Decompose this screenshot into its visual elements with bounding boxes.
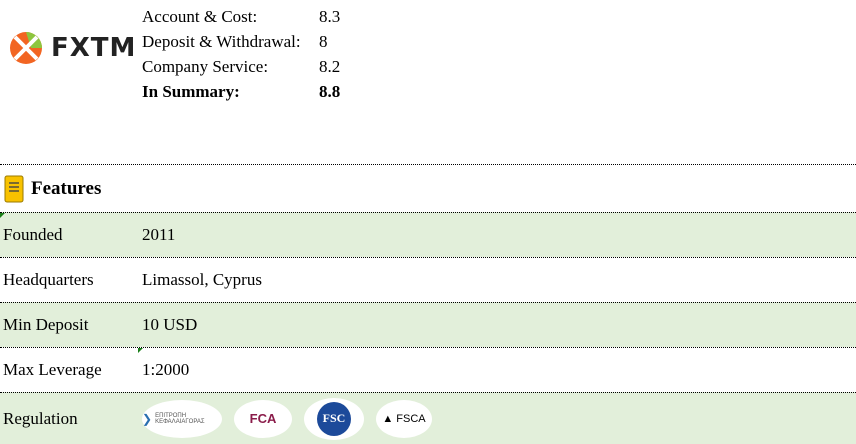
score-list: Account & Cost: 8.3 Deposit & Withdrawal:… (142, 4, 340, 104)
notebook-icon (4, 175, 24, 202)
features-table: Features Founded 2011 Headquarters Limasso… (0, 164, 856, 444)
table-row: Max Leverage 1:2000 (0, 347, 856, 392)
logo-text: FXTM (51, 33, 137, 63)
summary-row: In Summary: 8.8 (142, 82, 341, 101)
table-row: Headquarters Limassol, Cyprus (0, 257, 856, 302)
score-row: Account & Cost: 8.3 (142, 7, 341, 26)
features-title: Features (31, 177, 102, 199)
table-row: Regulation ❯ ΕΠΙΤΡΟΠΗ ΚΕΦΑΛΑΙΑΓΟΡΑΣ FCA F… (0, 392, 856, 444)
fxtm-logo-icon (10, 32, 42, 64)
table-row: Min Deposit 10 USD (0, 302, 856, 347)
fxtm-logo: FXTM (9, 31, 136, 65)
cysec-logo: ❯ ΕΠΙΤΡΟΠΗ ΚΕΦΑΛΑΙΑΓΟΡΑΣ (142, 399, 222, 438)
fsca-logo: ▲ FSCA (376, 399, 432, 438)
table-row: Founded 2011 (0, 212, 856, 257)
score-row: Company Service: 8.2 (142, 57, 341, 76)
features-header: Features (0, 164, 856, 212)
fsc-logo: FSC (304, 397, 364, 440)
score-row: Deposit & Withdrawal: 8 (142, 32, 328, 51)
fca-logo: FCA (234, 399, 292, 438)
